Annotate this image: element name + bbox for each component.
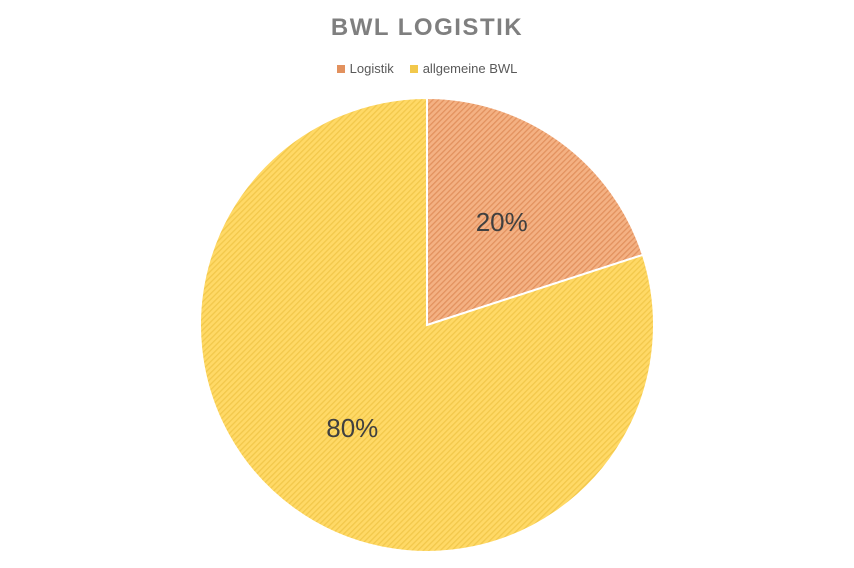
pie-slices [199,96,655,553]
legend-label-logistik: Logistik [349,61,394,76]
legend-swatch-allgemeine-bwl [409,64,418,73]
legend-swatch-logistik [336,64,345,73]
legend-item-allgemeine-bwl: allgemeine BWL [409,61,518,76]
pie-slice-allgemeine-bwl [199,96,655,553]
chart-title: BWL LOGISTIK [330,14,524,41]
pie-slice-logistik [426,96,645,327]
data-label-allgemeine-bwl: 80% [326,413,378,443]
legend-label-allgemeine-bwl: allgemeine BWL [422,61,518,76]
pie-slice-labels: 20% 80% [326,207,527,443]
data-label-logistik: 20% [476,207,528,237]
legend: Logistik allgemeine BWL [0,61,854,76]
legend-item-logistik: Logistik [336,61,394,76]
